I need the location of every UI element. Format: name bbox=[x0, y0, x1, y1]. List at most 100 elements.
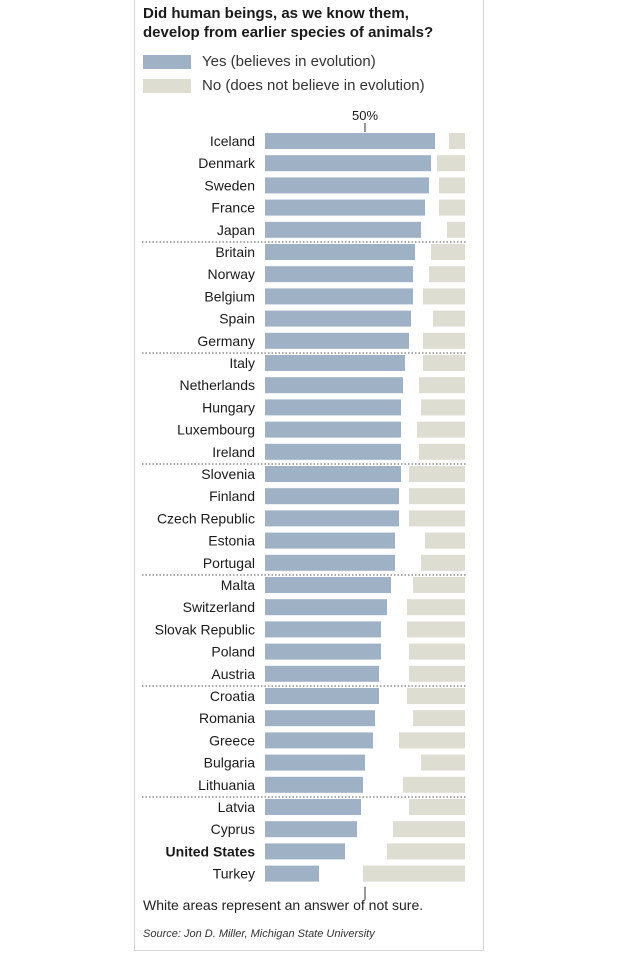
no-bar bbox=[409, 488, 465, 505]
legend-no: No (does not believe in evolution) bbox=[143, 76, 473, 96]
no-bar bbox=[409, 466, 465, 482]
country-label: Norway bbox=[208, 266, 255, 282]
yes-bar bbox=[265, 332, 409, 349]
yes-bar bbox=[265, 310, 411, 327]
country-label: Lithuania bbox=[198, 777, 255, 793]
no-bar bbox=[409, 643, 465, 660]
no-bar bbox=[409, 510, 465, 527]
country-label: Latvia bbox=[218, 799, 256, 815]
yes-bar bbox=[265, 754, 365, 771]
no-bar bbox=[421, 754, 465, 771]
yes-bar bbox=[265, 599, 387, 616]
country-label: Netherlands bbox=[180, 377, 256, 393]
yes-bar bbox=[265, 266, 413, 283]
country-label: Belgium bbox=[204, 288, 255, 304]
yes-bar bbox=[265, 865, 319, 882]
country-label: Spain bbox=[219, 311, 255, 327]
yes-bar bbox=[265, 421, 401, 438]
yes-bar bbox=[265, 199, 425, 216]
legend-yes-label: Yes (believes in evolution) bbox=[202, 53, 376, 70]
yes-bar bbox=[265, 221, 421, 238]
no-bar bbox=[419, 377, 465, 394]
country-label: Slovak Republic bbox=[155, 621, 255, 637]
no-bar bbox=[447, 221, 465, 238]
country-label: Estonia bbox=[208, 533, 255, 549]
title-line-1: Did human beings, as we know them, bbox=[143, 5, 409, 22]
yes-bar bbox=[265, 133, 435, 149]
yes-bar bbox=[265, 443, 401, 460]
yes-bar bbox=[265, 732, 373, 749]
yes-bar bbox=[265, 510, 399, 527]
yes-bar bbox=[265, 776, 363, 793]
no-bar bbox=[421, 554, 465, 571]
reference-label: 50% bbox=[352, 108, 378, 123]
yes-bar bbox=[265, 488, 399, 505]
legend-no-swatch bbox=[143, 79, 191, 93]
no-bar bbox=[403, 776, 465, 793]
country-label: Switzerland bbox=[183, 599, 255, 615]
no-bar bbox=[439, 177, 465, 194]
footnote: White areas represent an answer of not s… bbox=[143, 897, 424, 913]
no-bar bbox=[423, 332, 465, 349]
yes-bar bbox=[265, 799, 361, 815]
yes-bar bbox=[265, 377, 403, 394]
no-bar bbox=[417, 421, 465, 438]
no-bar bbox=[419, 443, 465, 460]
country-label: Germany bbox=[197, 333, 255, 349]
source-credit: Source: Jon D. Miller, Michigan State Un… bbox=[143, 928, 375, 940]
yes-bar bbox=[265, 244, 415, 260]
country-label: Poland bbox=[211, 644, 255, 660]
no-bar bbox=[413, 577, 465, 593]
yes-bar bbox=[265, 843, 345, 860]
country-label: Sweden bbox=[204, 177, 255, 193]
legend-yes: Yes (believes in evolution) bbox=[143, 52, 473, 72]
country-label: Britain bbox=[215, 244, 255, 260]
title-line-2: develop from earlier species of animals? bbox=[143, 24, 434, 41]
no-bar bbox=[393, 821, 465, 838]
country-label: Italy bbox=[229, 355, 255, 371]
country-label: France bbox=[211, 200, 255, 216]
no-bar bbox=[437, 155, 465, 172]
country-label: Japan bbox=[217, 222, 255, 238]
no-bar bbox=[433, 310, 465, 327]
country-label: Bulgaria bbox=[204, 755, 256, 771]
country-label: Czech Republic bbox=[157, 510, 255, 526]
yes-bar bbox=[265, 710, 375, 727]
no-bar bbox=[407, 621, 465, 638]
yes-bar bbox=[265, 688, 379, 704]
country-label: Denmark bbox=[198, 155, 256, 171]
country-label: Turkey bbox=[213, 866, 255, 882]
country-label: Austria bbox=[211, 666, 255, 682]
no-bar bbox=[407, 599, 465, 616]
no-bar bbox=[407, 688, 465, 704]
country-label: Romania bbox=[199, 710, 255, 726]
no-bar bbox=[421, 399, 465, 416]
yes-bar bbox=[265, 532, 395, 549]
country-label: Iceland bbox=[210, 133, 255, 149]
country-label: United States bbox=[166, 843, 256, 859]
country-label: Cyprus bbox=[211, 821, 255, 837]
yes-bar bbox=[265, 665, 379, 682]
chart-frame bbox=[134, 0, 484, 951]
country-label: Slovenia bbox=[201, 466, 255, 482]
bar-chart: 50% Iceland Denmark Sweden France Japan Britai… bbox=[142, 108, 466, 900]
country-label: Ireland bbox=[212, 444, 255, 460]
country-label: Croatia bbox=[210, 688, 255, 704]
yes-bar bbox=[265, 355, 405, 371]
yes-bar bbox=[265, 577, 391, 593]
yes-bar bbox=[265, 288, 413, 305]
yes-bar bbox=[265, 821, 357, 838]
no-bar bbox=[439, 199, 465, 216]
country-label: Finland bbox=[209, 488, 255, 504]
legend-yes-swatch bbox=[143, 55, 191, 69]
no-bar bbox=[399, 732, 465, 749]
no-bar bbox=[431, 244, 465, 260]
chart-title: Did human beings, as we know them, devel… bbox=[143, 4, 473, 42]
no-bar bbox=[363, 865, 465, 882]
no-bar bbox=[423, 355, 465, 371]
legend-no-label: No (does not believe in evolution) bbox=[202, 77, 425, 94]
yes-bar bbox=[265, 155, 431, 172]
yes-bar bbox=[265, 621, 381, 638]
yes-bar bbox=[265, 466, 401, 482]
no-bar bbox=[425, 532, 465, 549]
